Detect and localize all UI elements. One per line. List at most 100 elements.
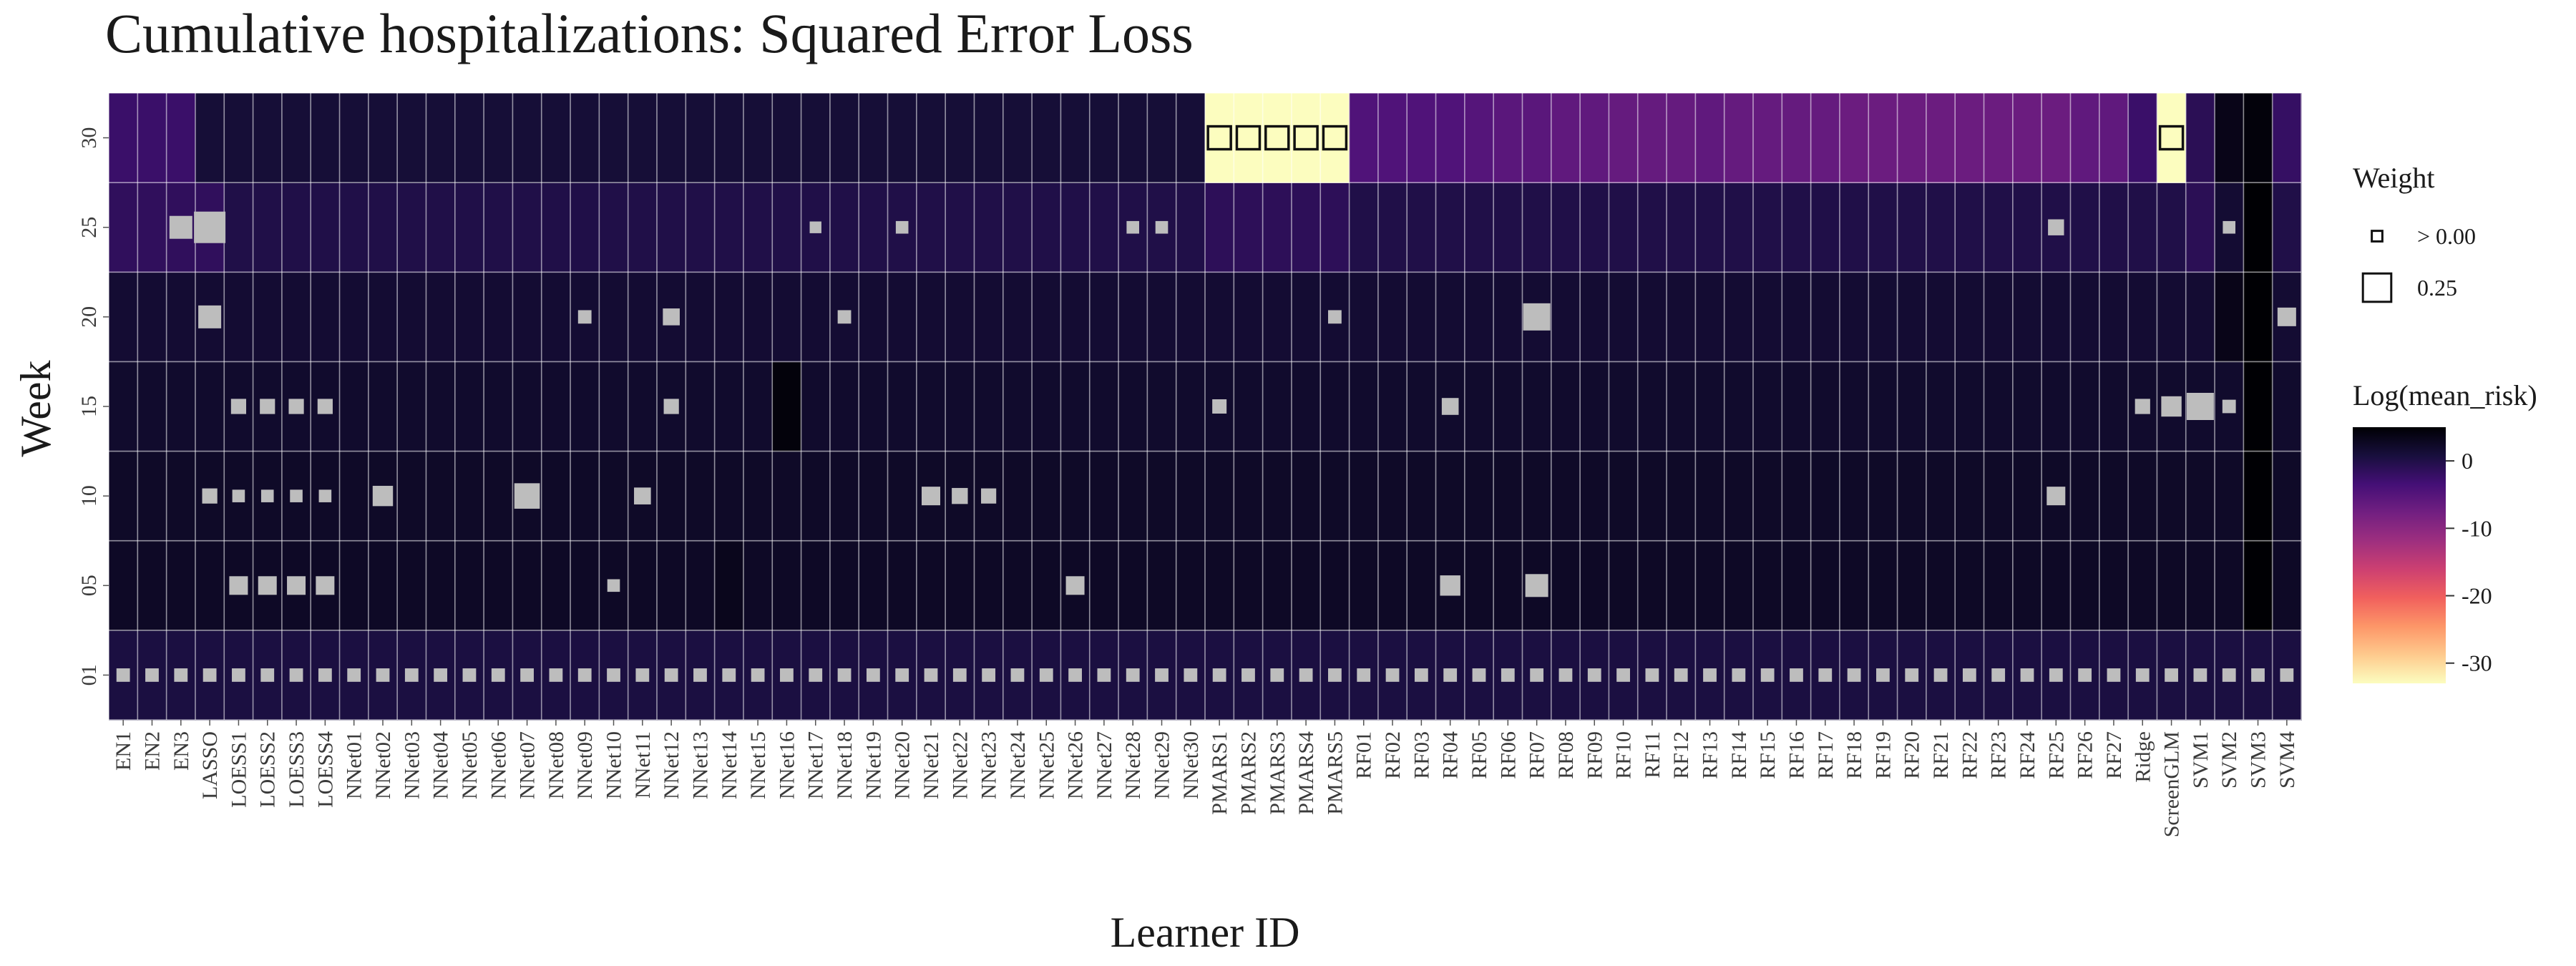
- heatmap-cell: [599, 93, 629, 183]
- heatmap-cell: [1089, 540, 1119, 631]
- heatmap-cell: [1147, 451, 1177, 542]
- heatmap-cell: [1926, 93, 1956, 183]
- heatmap-cell: [1435, 272, 1465, 363]
- heatmap-cell: [109, 182, 138, 273]
- heatmap-cell: [1897, 272, 1927, 363]
- heatmap-cell: [916, 361, 946, 452]
- weight-square: [260, 668, 275, 682]
- heatmap-cell: [1724, 361, 1754, 452]
- heatmap-cell: [1147, 93, 1177, 183]
- heatmap-cell: [1810, 451, 1840, 542]
- weight-square: [809, 221, 821, 233]
- heatmap-cell: [1667, 93, 1696, 183]
- weight-square: [316, 576, 335, 595]
- heatmap-cell: [801, 361, 831, 452]
- heatmap-cell: [2185, 540, 2215, 631]
- weight-square: [2020, 668, 2034, 682]
- weight-square: [1847, 668, 1861, 682]
- weight-square: [1674, 668, 1688, 682]
- heatmap-cell: [1782, 93, 1812, 183]
- heatmap-cell: [253, 182, 283, 273]
- weight-square: [1184, 668, 1198, 682]
- heatmap-cell: [570, 540, 600, 631]
- heatmap-cell: [657, 540, 686, 631]
- heatmap-cell: [714, 182, 744, 273]
- heatmap-cell: [1868, 540, 1898, 631]
- weight-square: [922, 487, 940, 506]
- weight-square: [462, 668, 477, 682]
- x-tick-label: NNet25: [1035, 731, 1058, 799]
- x-tick-label: LOESS4: [313, 731, 337, 808]
- heatmap-cell: [714, 451, 744, 542]
- heatmap-cell: [1002, 93, 1033, 183]
- weight-square: [1385, 668, 1400, 682]
- weight-square: [2135, 399, 2150, 414]
- heatmap-cell: [1580, 272, 1610, 363]
- heatmap-cell: [426, 93, 456, 183]
- heatmap-cell: [426, 272, 456, 363]
- heatmap-cell: [829, 182, 859, 273]
- heatmap-cell: [1955, 540, 1985, 631]
- x-tick-label: NNet04: [429, 731, 453, 799]
- weight-square: [1414, 668, 1428, 682]
- heatmap-cell: [1089, 272, 1119, 363]
- heatmap-cell: [1291, 540, 1321, 631]
- heatmap-cell: [1493, 540, 1523, 631]
- weight-square: [837, 310, 852, 324]
- heatmap-grid: [108, 92, 2302, 721]
- heatmap-cell: [281, 182, 311, 273]
- heatmap-cell: [1320, 93, 1350, 183]
- x-tick-label: NNet19: [862, 731, 885, 799]
- heatmap-cell: [1176, 272, 1206, 363]
- heatmap-cell: [484, 272, 514, 363]
- heatmap-cell: [339, 272, 369, 363]
- heatmap-cell: [1580, 451, 1610, 542]
- heatmap-cell: [1234, 93, 1264, 183]
- heatmap-cell: [570, 361, 600, 452]
- heatmap-cell: [1609, 451, 1639, 542]
- heatmap-cell: [1060, 182, 1091, 273]
- heatmap-cell: [2157, 451, 2187, 542]
- heatmap-cell: [397, 93, 427, 183]
- x-tick-label: NNet05: [458, 731, 482, 799]
- heatmap-cell: [1839, 182, 1869, 273]
- heatmap-cell: [1377, 451, 1407, 542]
- x-tick-label: NNet30: [1179, 731, 1203, 799]
- heatmap-cell: [974, 272, 1004, 363]
- heatmap-cell: [1897, 451, 1927, 542]
- weight-square: [952, 487, 968, 504]
- heatmap-cell: [1695, 182, 1725, 273]
- heatmap-cell: [484, 361, 514, 452]
- weight-square: [1068, 668, 1082, 682]
- heatmap-cell: [916, 540, 946, 631]
- x-tick-label: NNet07: [516, 731, 540, 799]
- heatmap-cell: [887, 93, 917, 183]
- heatmap-cell: [1435, 451, 1465, 542]
- heatmap-cell: [137, 93, 167, 183]
- weight-square: [1241, 668, 1255, 682]
- heatmap-cell: [311, 93, 341, 183]
- heatmap-cell: [253, 93, 283, 183]
- heatmap-cell: [541, 93, 571, 183]
- heatmap-cell: [1205, 93, 1234, 183]
- x-tick-label: PMARS2: [1236, 731, 1260, 815]
- heatmap-cell: [1262, 361, 1292, 452]
- heatmap-cell: [1464, 272, 1494, 363]
- heatmap-cell: [426, 182, 456, 273]
- weight-square: [577, 310, 592, 324]
- heatmap-cell: [1810, 272, 1840, 363]
- heatmap-cell: [1667, 272, 1696, 363]
- heatmap-cell: [512, 93, 542, 183]
- heatmap-cell: [945, 93, 975, 183]
- heatmap-cell: [109, 361, 138, 452]
- fill-legend-tick-label: 0: [2462, 448, 2473, 474]
- x-tick-label: NNet09: [573, 731, 597, 799]
- heatmap-cell: [628, 361, 658, 452]
- heatmap-cell: [829, 361, 859, 452]
- weight-square: [982, 668, 996, 682]
- heatmap-cell: [1118, 93, 1148, 183]
- heatmap-cell: [743, 361, 773, 452]
- weight-square: [2135, 668, 2150, 682]
- heatmap-cell: [224, 93, 254, 183]
- weight-square: [198, 305, 222, 328]
